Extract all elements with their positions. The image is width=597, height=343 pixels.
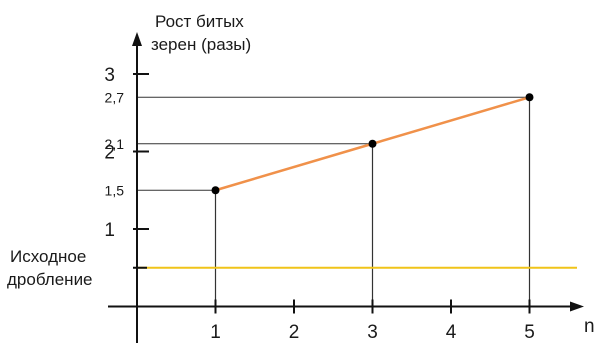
tick-labels: 1 2 3 4 5 1 2 3 1,5 2,1 2,7 xyxy=(104,65,534,343)
data-points xyxy=(211,93,534,195)
y-value-label: 2,7 xyxy=(105,89,125,105)
data-point xyxy=(368,139,377,148)
baseline-label-line1: Исходное xyxy=(10,247,86,266)
guide-lines xyxy=(137,96,531,307)
x-tick-label: 5 xyxy=(524,322,535,343)
y-value-label: 2,1 xyxy=(105,136,125,152)
x-tick-label: 1 xyxy=(210,322,221,343)
x-axis-label: n xyxy=(584,316,595,337)
y-axis-label-line1: Рост битых xyxy=(155,12,244,31)
y-axis-arrow xyxy=(132,32,142,46)
x-axis-arrow xyxy=(570,301,584,312)
baseline-label-line2: дробление xyxy=(7,270,93,289)
y-tick-label: 2 xyxy=(104,143,115,164)
y-tick-label: 1 xyxy=(104,220,115,241)
x-tick-label: 2 xyxy=(289,322,300,343)
y-value-label: 1,5 xyxy=(105,182,125,198)
data-point xyxy=(525,93,534,102)
x-tick-label: 3 xyxy=(367,322,378,343)
x-tick-label: 4 xyxy=(446,322,457,343)
data-point xyxy=(211,186,220,195)
y-axis-label-line2: зерен (разы) xyxy=(151,35,251,54)
y-tick-label: 3 xyxy=(104,65,115,86)
axes xyxy=(108,32,584,343)
tick-marks xyxy=(133,73,531,314)
